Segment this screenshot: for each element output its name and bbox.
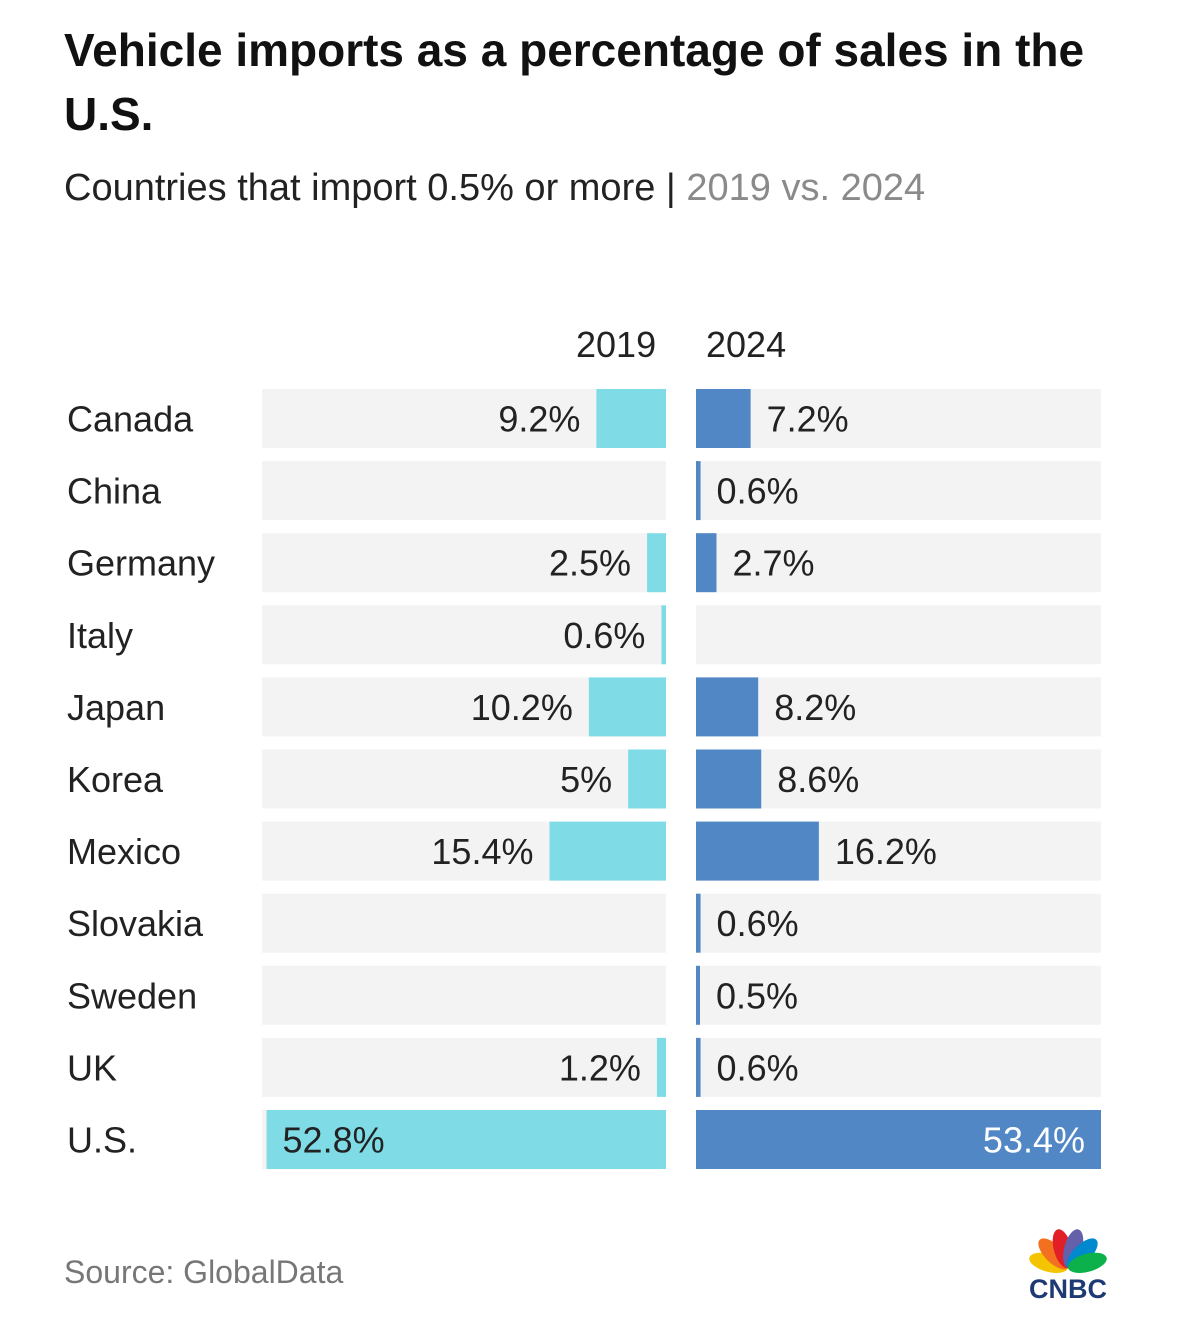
data-label-2019-germany: 2.5%	[549, 543, 631, 584]
bar-2024-china	[696, 461, 701, 521]
cnbc-logo-text: CNBC	[1029, 1274, 1107, 1304]
track-2019-sweden	[262, 965, 666, 1025]
data-label-2024-sweden: 0.5%	[716, 975, 798, 1016]
category-label-slovakia: Slovakia	[67, 903, 204, 944]
bar-2024-korea	[696, 749, 762, 809]
bar-2024-mexico	[696, 821, 819, 881]
data-label-2019-canada: 9.2%	[498, 399, 580, 440]
data-label-2019-u-s: 52.8%	[283, 1120, 385, 1161]
category-label-uk: UK	[67, 1047, 117, 1088]
track-2019-china	[262, 461, 666, 521]
track-2024-germany	[696, 533, 1101, 593]
bar-2019-uk	[656, 1037, 666, 1097]
peacock-feather	[1067, 1252, 1107, 1273]
bar-2024-canada	[696, 389, 751, 448]
track-2024-uk	[696, 1037, 1101, 1097]
bar-2024-slovakia	[696, 893, 701, 953]
category-label-korea: Korea	[67, 759, 164, 800]
track-2019-uk	[262, 1037, 666, 1097]
chart-subtitle: Countries that import 0.5% or more | 201…	[64, 160, 1044, 216]
bar-2024-germany	[696, 533, 717, 593]
track-2024-japan	[696, 677, 1101, 737]
subtitle-main: Countries that import 0.5% or more |	[64, 167, 676, 209]
column-header-2019: 2019	[576, 324, 657, 365]
track-2019-germany	[262, 533, 666, 593]
bar-2019-u-s	[266, 1110, 666, 1169]
data-label-2019-korea: 5%	[560, 759, 612, 800]
data-label-2019-italy: 0.6%	[563, 615, 645, 656]
bar-2024-japan	[696, 677, 759, 737]
data-label-2024-japan: 8.2%	[774, 687, 856, 728]
category-label-canada: Canada	[67, 399, 194, 440]
category-label-japan: Japan	[67, 687, 165, 728]
data-label-2024-u-s: 53.4%	[983, 1120, 1085, 1161]
category-label-sweden: Sweden	[67, 975, 197, 1016]
track-2024-canada	[696, 389, 1101, 448]
data-label-2024-germany: 2.7%	[732, 543, 814, 584]
track-2019-italy	[262, 605, 666, 665]
track-2019-slovakia	[262, 893, 666, 953]
bar-2024-uk	[696, 1037, 701, 1097]
column-header-2024: 2024	[706, 324, 787, 365]
data-label-2019-mexico: 15.4%	[431, 831, 533, 872]
data-label-2024-uk: 0.6%	[717, 1047, 799, 1088]
data-label-2024-mexico: 16.2%	[835, 831, 937, 872]
track-2024-slovakia	[696, 893, 1101, 953]
bar-2019-italy	[661, 605, 666, 665]
subtitle-years: 2019 vs. 2024	[686, 167, 926, 209]
category-label-italy: Italy	[67, 615, 133, 656]
bar-2019-germany	[647, 533, 666, 593]
data-label-2024-slovakia: 0.6%	[717, 903, 799, 944]
category-label-germany: Germany	[67, 543, 215, 584]
data-label-2019-japan: 10.2%	[471, 687, 573, 728]
category-label-mexico: Mexico	[67, 831, 181, 872]
category-label-u-s: U.S.	[67, 1120, 137, 1161]
bar-2024-sweden	[696, 965, 700, 1025]
track-2024-korea	[696, 749, 1101, 809]
track-2024-italy	[696, 605, 1101, 665]
data-label-2024-canada: 7.2%	[767, 399, 849, 440]
track-2019-korea	[262, 749, 666, 809]
category-label-china: China	[67, 471, 162, 512]
bar-2019-japan	[588, 677, 666, 737]
bar-2024-u-s	[696, 1110, 1101, 1169]
data-label-2024-china: 0.6%	[717, 471, 799, 512]
data-label-2019-uk: 1.2%	[559, 1047, 641, 1088]
bar-2019-canada	[596, 389, 666, 448]
bar-2019-korea	[628, 749, 666, 809]
bar-2019-mexico	[549, 821, 666, 881]
track-2024-china	[696, 461, 1101, 521]
source-note: Source: GlobalData	[64, 1254, 344, 1290]
track-2024-sweden	[696, 965, 1101, 1025]
peacock-icon	[1029, 1229, 1107, 1273]
chart-title: Vehicle imports as a percentage of sales…	[64, 24, 1085, 140]
data-label-2024-korea: 8.6%	[777, 759, 859, 800]
